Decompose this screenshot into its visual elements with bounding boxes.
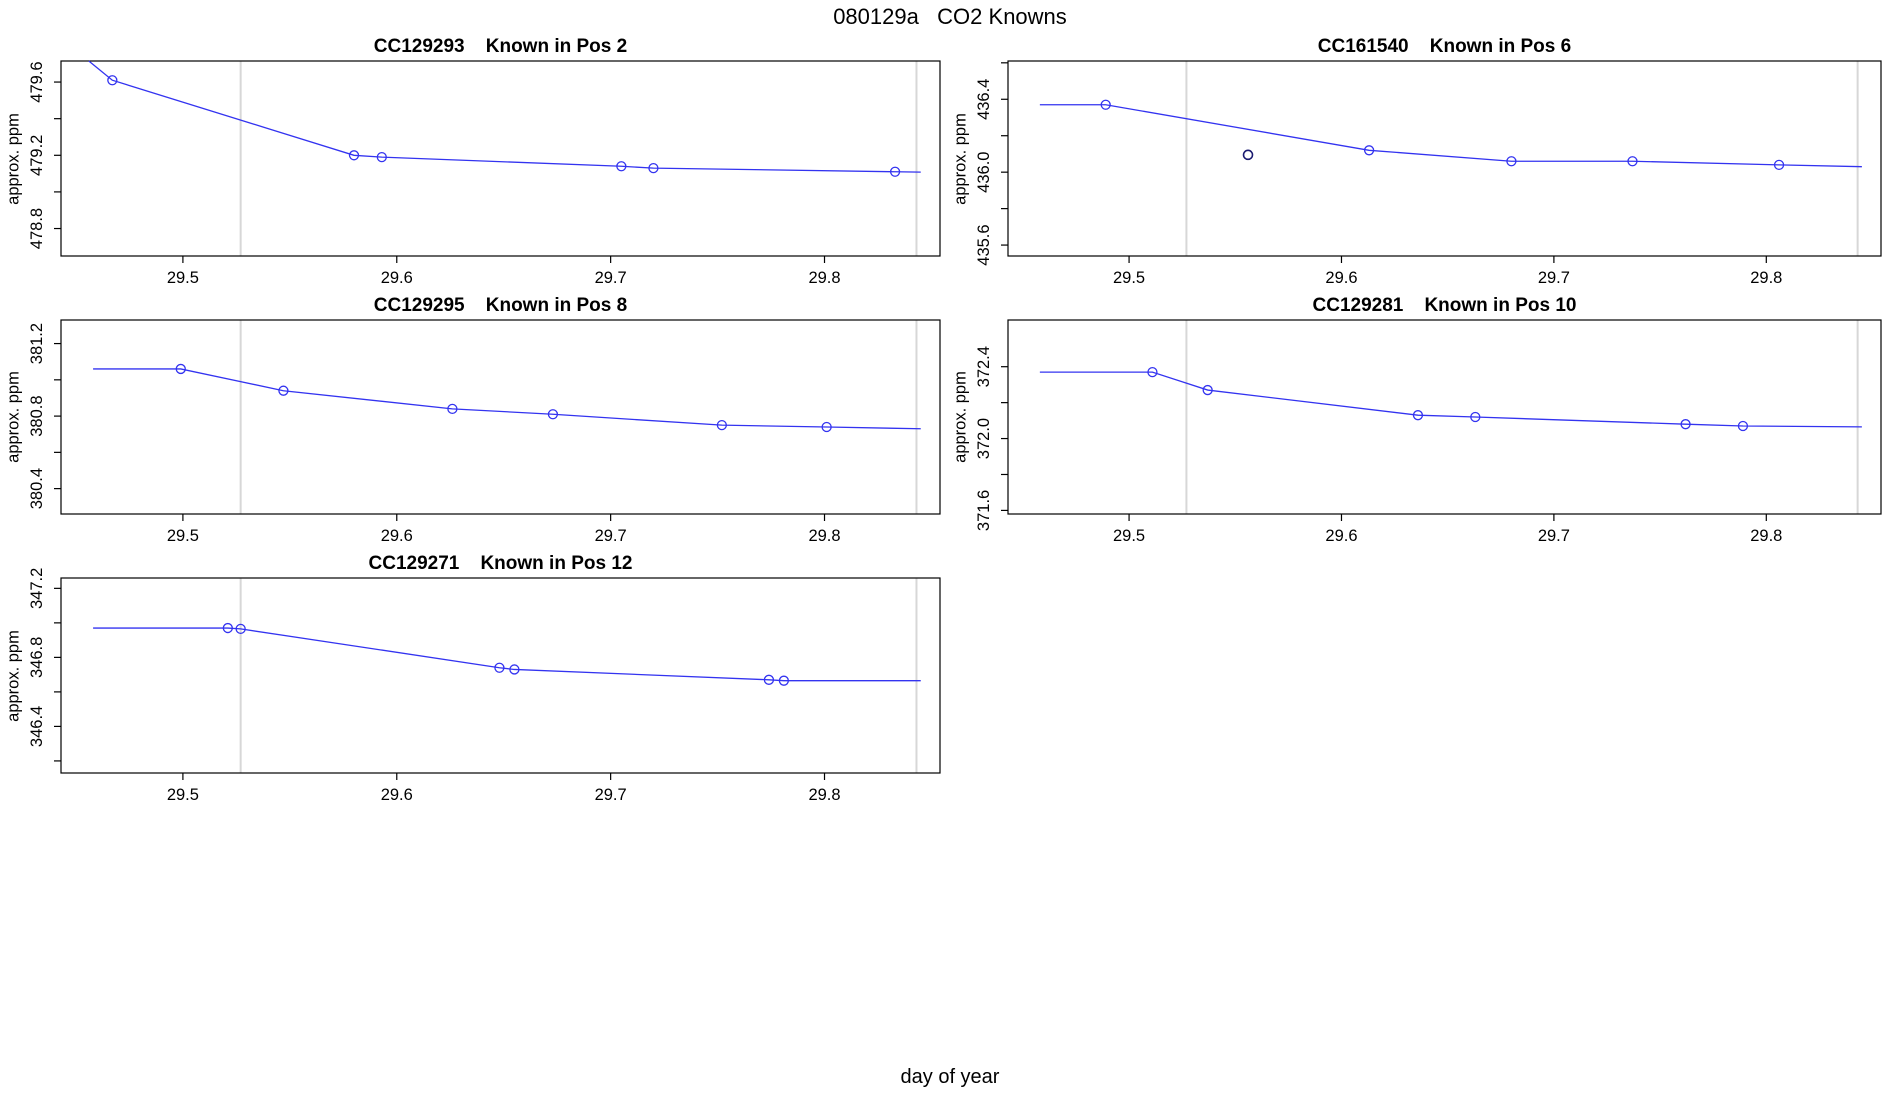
svg-text:29.6: 29.6: [1325, 527, 1357, 545]
svg-text:29.5: 29.5: [167, 269, 199, 287]
svg-text:380.4: 380.4: [28, 468, 46, 509]
subplot: 29.5 29.6 29.7 29.8 435.6 436.0 436.4: [975, 60, 1882, 287]
svg-text:436.0: 436.0: [975, 152, 993, 193]
y-axis-label: approx. ppm: [4, 112, 23, 205]
plot-title: CC129295 Known in Pos 8: [373, 295, 628, 316]
svg-text:29.5: 29.5: [1113, 527, 1145, 545]
svg-text:29.5: 29.5: [167, 527, 199, 545]
svg-text:29.8: 29.8: [1750, 527, 1782, 545]
y-axis-label: approx. ppm: [951, 112, 970, 205]
svg-text:479.6: 479.6: [28, 61, 46, 102]
svg-text:371.6: 371.6: [975, 490, 993, 531]
svg-text:29.8: 29.8: [1750, 269, 1782, 287]
svg-text:29.5: 29.5: [1113, 269, 1145, 287]
y-axis-label: approx. ppm: [4, 371, 23, 463]
svg-text:347.2: 347.2: [28, 568, 46, 609]
svg-text:29.6: 29.6: [381, 527, 413, 545]
svg-text:29.5: 29.5: [167, 786, 199, 804]
svg-text:29.7: 29.7: [595, 527, 627, 545]
svg-text:372.0: 372.0: [975, 418, 993, 459]
svg-text:381.2: 381.2: [28, 323, 46, 364]
main-title: 080129a CO2 Knowns: [833, 4, 1067, 29]
svg-text:436.4: 436.4: [975, 79, 993, 120]
svg-text:372.4: 372.4: [975, 346, 993, 387]
svg-text:29.7: 29.7: [1538, 527, 1570, 545]
y-axis-label: approx. ppm: [951, 371, 970, 463]
svg-text:435.6: 435.6: [975, 224, 993, 265]
svg-text:478.8: 478.8: [28, 208, 46, 249]
svg-text:29.8: 29.8: [808, 269, 840, 287]
svg-text:29.7: 29.7: [595, 786, 627, 804]
svg-text:479.2: 479.2: [28, 135, 46, 176]
svg-text:29.6: 29.6: [1325, 269, 1357, 287]
y-axis-label: approx. ppm: [4, 629, 23, 722]
svg-text:29.8: 29.8: [808, 786, 840, 804]
svg-text:29.8: 29.8: [808, 527, 840, 545]
subplot: 29.5 29.6 29.7 29.8 371.6 372.0 372.4: [975, 319, 1882, 545]
svg-text:29.7: 29.7: [1538, 269, 1570, 287]
svg-text:346.8: 346.8: [28, 637, 46, 678]
plot-title: CC129271 Known in Pos 12: [368, 553, 633, 574]
plot-title: CC129293 Known in Pos 2: [373, 36, 628, 57]
svg-text:380.8: 380.8: [28, 395, 46, 436]
svg-text:29.7: 29.7: [595, 269, 627, 287]
subplot: 29.5 29.6 29.7 29.8 346.4 346.8 347.2: [28, 568, 941, 804]
subplot: 29.5 29.6 29.7 29.8 478.8 479.2 479.6: [28, 60, 941, 287]
svg-text:29.6: 29.6: [381, 786, 413, 804]
svg-text:346.4: 346.4: [28, 706, 46, 747]
subplot: 29.5 29.6 29.7 29.8 380.4 380.8 381.2: [28, 319, 941, 545]
svg-text:29.6: 29.6: [381, 269, 413, 287]
x-axis-label: day of year: [900, 1066, 1000, 1088]
plot-title: CC161540 Known in Pos 6: [1317, 36, 1572, 57]
plot-title: CC129281 Known in Pos 10: [1312, 295, 1577, 316]
